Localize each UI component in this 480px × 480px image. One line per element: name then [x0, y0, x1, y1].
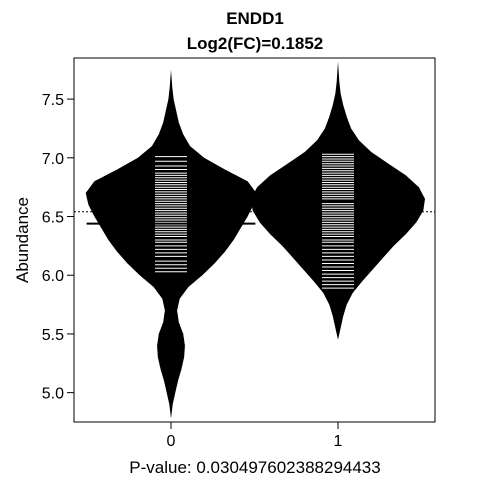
y-tick-label-3: 6.5 — [42, 210, 64, 227]
y-tick-label-1: 5.5 — [42, 327, 64, 344]
x-axis-label: P-value: 0.030497602388294433 — [129, 458, 380, 477]
y-tick-label-5: 7.5 — [42, 92, 64, 109]
x-tick-label-0: 0 — [167, 433, 176, 450]
chart-subtitle: Log2(FC)=0.1852 — [187, 34, 324, 53]
chart-title: ENDD1 — [226, 9, 284, 28]
y-axis-label: Abundance — [13, 197, 32, 283]
y-axis: 5.0 5.5 6.0 6.5 7.0 7.5 — [42, 92, 75, 403]
x-tick-label-1: 1 — [334, 433, 343, 450]
beans-layer — [85, 61, 425, 419]
bean-shape-0 — [85, 69, 257, 419]
y-tick-label-2: 6.0 — [42, 268, 64, 285]
y-tick-label-4: 7.0 — [42, 151, 64, 168]
y-tick-label-0: 5.0 — [42, 386, 64, 403]
